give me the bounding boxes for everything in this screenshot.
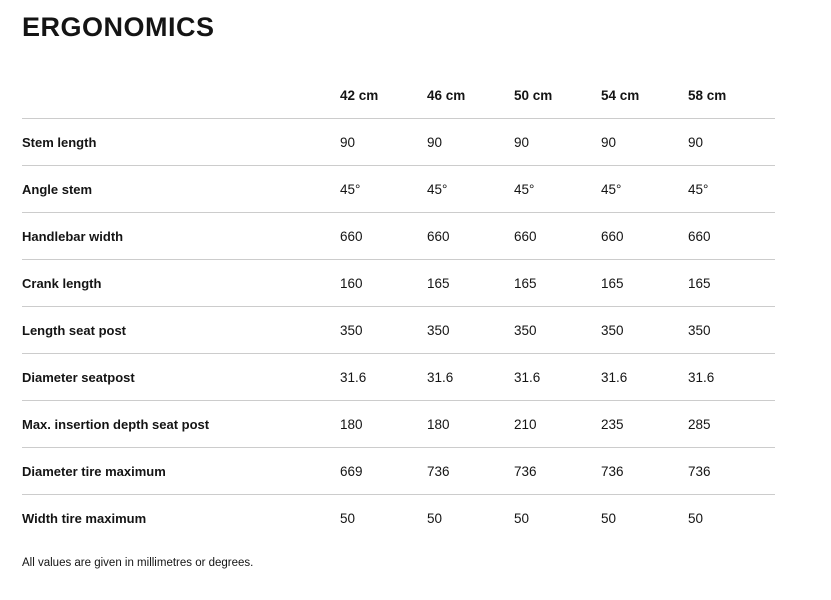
row-value: 90 [601,134,617,150]
row-value: 50 [427,510,443,526]
row-value: 350 [601,322,624,338]
row-value: 736 [601,463,624,479]
column-header: 58 cm [688,88,727,103]
row-value: 50 [601,510,617,526]
row-value: 165 [427,275,450,291]
row-value: 90 [514,134,530,150]
column-header: 54 cm [601,88,640,103]
row-value: 90 [427,134,443,150]
row-value: 45° [340,181,361,197]
row-value: 45° [427,181,448,197]
table-row: Diameter seatpost 31.6 31.6 31.6 31.6 31.6 [22,354,775,401]
row-label: Handlebar width [22,228,124,244]
row-value: 736 [688,463,711,479]
ergonomics-table: 42 cm 46 cm 50 cm 54 cm 58 cm Stem length 90 9… [22,88,775,542]
row-value: 660 [688,228,711,244]
row-value: 285 [688,416,711,432]
corner-cell [22,88,340,119]
row-value: 165 [688,275,711,291]
row-label: Max. insertion depth seat post [22,416,210,432]
page-title: ERGONOMICS [22,12,215,42]
row-value: 45° [601,181,622,197]
row-value: 210 [514,416,537,432]
row-value: 160 [340,275,363,291]
row-value: 50 [514,510,530,526]
table-row: Angle stem 45° 45° 45° 45° 45° [22,166,775,213]
row-value: 31.6 [340,369,367,385]
table-row: Diameter tire maximum 669 736 736 736 736 [22,448,775,495]
row-value: 90 [688,134,704,150]
row-value: 165 [601,275,624,291]
table-row: Width tire maximum 50 50 50 50 50 [22,495,775,542]
row-value: 736 [427,463,450,479]
row-value: 660 [514,228,537,244]
row-value: 660 [340,228,363,244]
row-value: 660 [427,228,450,244]
row-value: 45° [514,181,535,197]
table-row: Crank length 160 165 165 165 165 [22,260,775,307]
table-head: 42 cm 46 cm 50 cm 54 cm 58 cm [22,88,775,119]
row-value: 350 [427,322,450,338]
row-value: 50 [688,510,704,526]
row-value: 350 [340,322,363,338]
column-header: 46 cm [427,88,466,103]
header-row: 42 cm 46 cm 50 cm 54 cm 58 cm [22,88,775,119]
row-label: Crank length [22,275,102,291]
row-value: 45° [688,181,709,197]
column-header: 50 cm [514,88,553,103]
row-value: 736 [514,463,537,479]
row-value: 350 [688,322,711,338]
table-row: Stem length 90 90 90 90 90 [22,119,775,166]
row-value: 669 [340,463,363,479]
row-value: 180 [427,416,450,432]
row-label: Length seat post [22,322,127,338]
table-row: Handlebar width 660 660 660 660 660 [22,213,775,260]
row-value: 50 [340,510,356,526]
row-value: 31.6 [601,369,628,385]
row-value: 31.6 [514,369,541,385]
row-label: Diameter tire maximum [22,463,166,479]
row-label: Angle stem [22,181,93,197]
row-value: 31.6 [427,369,454,385]
row-value: 165 [514,275,537,291]
row-value: 235 [601,416,624,432]
row-value: 31.6 [688,369,715,385]
row-value: 180 [340,416,363,432]
row-label: Stem length [22,134,97,150]
row-label: Width tire maximum [22,510,147,526]
row-value: 660 [601,228,624,244]
footnote: All values are given in millimetres or d… [22,556,254,569]
column-header: 42 cm [340,88,379,103]
table-body: Stem length 90 90 90 90 90 Angle stem 45° 45° 45°… [22,119,775,542]
row-value: 90 [340,134,356,150]
row-value: 350 [514,322,537,338]
row-label: Diameter seatpost [22,369,135,385]
table-row: Length seat post 350 350 350 350 350 [22,307,775,354]
table-row: Max. insertion depth seat post 180 180 210 2… [22,401,775,448]
